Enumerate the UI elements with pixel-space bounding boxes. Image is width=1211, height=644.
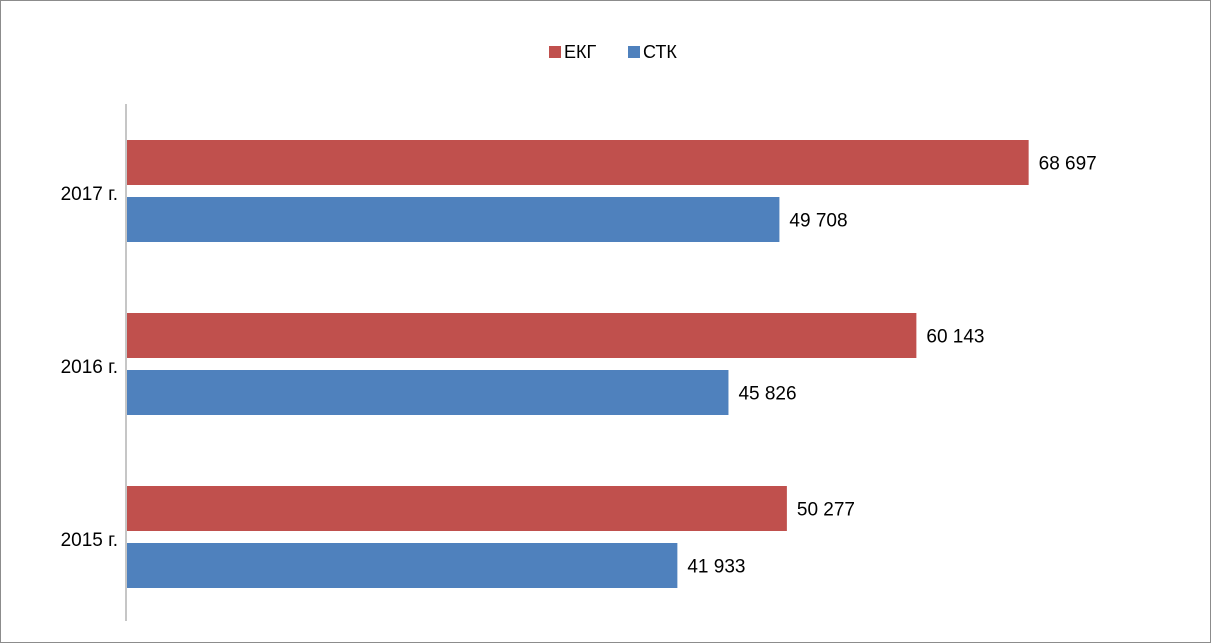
data-label-stk-2017: 49 708: [789, 211, 847, 232]
category-ticks-group: 2015 г. 2016 г. 2017 г.: [61, 184, 118, 551]
bar-ekg-2016: [127, 313, 917, 358]
bars-group: [127, 140, 1029, 588]
category-tick-label: 2016 г.: [61, 357, 118, 378]
legend-label-stk: СТК: [643, 42, 677, 62]
bar-stk-2016: [127, 370, 729, 415]
data-label-ekg-2015: 50 277: [797, 500, 855, 521]
bar-stk-2015: [127, 543, 678, 588]
chart-legend: ЕКГ СТК: [549, 42, 677, 62]
category-tick-label: 2015 г.: [61, 530, 118, 551]
data-label-stk-2016: 45 826: [738, 384, 796, 405]
data-label-ekg-2016: 60 143: [926, 327, 984, 348]
bar-ekg-2017: [127, 140, 1029, 185]
legend-swatch-ekg: [549, 46, 561, 58]
bar-stk-2017: [127, 197, 780, 242]
data-label-ekg-2017: 68 697: [1039, 154, 1097, 175]
legend-swatch-stk: [628, 46, 640, 58]
category-tick-label: 2017 г.: [61, 184, 118, 205]
data-labels-group: 50 277 41 933 60 143 45 826 68 697 49 708: [687, 154, 1096, 578]
legend-label-ekg: ЕКГ: [564, 42, 596, 62]
data-label-stk-2015: 41 933: [687, 557, 745, 578]
bar-ekg-2015: [127, 486, 787, 531]
